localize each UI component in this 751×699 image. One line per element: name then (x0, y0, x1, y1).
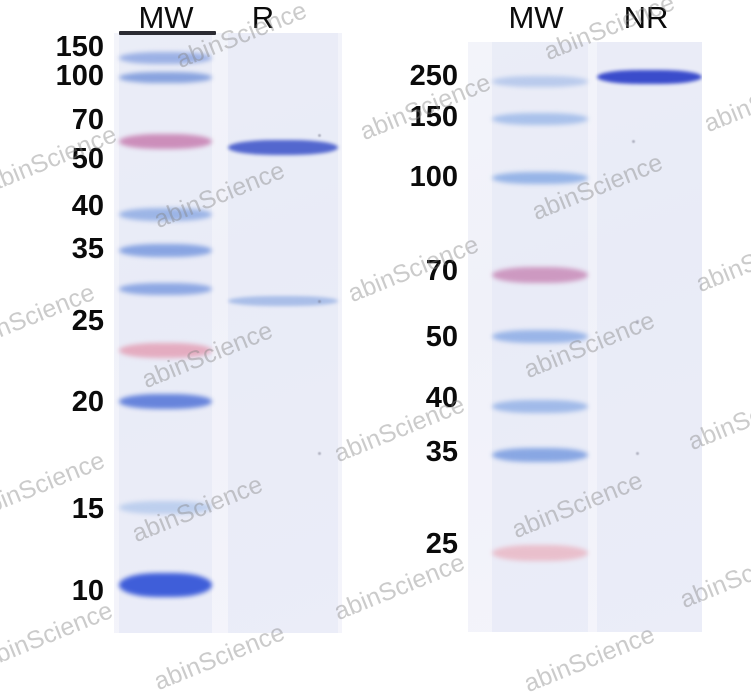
mw-label-100: 100 (55, 60, 104, 92)
mw-label-100: 100 (409, 161, 458, 193)
lane-shade-nr (597, 42, 702, 632)
mw-label-40: 40 (425, 382, 458, 414)
mw-label-20: 20 (71, 386, 104, 418)
mw-label-70: 70 (71, 104, 104, 136)
ladder-band-70kda (492, 267, 588, 283)
ladder-band-35kda (119, 283, 212, 295)
gel-speck (636, 320, 639, 323)
ladder-band-50kda (119, 208, 212, 221)
ladder-band-250kda (492, 76, 588, 87)
mw-label-250: 250 (409, 60, 458, 92)
lane-header-mw: MW (138, 0, 194, 35)
gel-speck (632, 140, 635, 143)
ladder-band-40kda (492, 400, 588, 413)
gel-speck (318, 134, 321, 137)
sample-well-line (119, 31, 216, 35)
mw-label-35: 35 (71, 233, 104, 265)
mw-label-50: 50 (425, 321, 458, 353)
lane-header-mw: MW (508, 0, 564, 35)
mw-label-35: 35 (425, 436, 458, 468)
ladder-band-150kda (492, 113, 588, 125)
sample-band-light-chain (228, 296, 338, 306)
mw-label-15: 15 (71, 493, 104, 525)
mw-label-40: 40 (71, 190, 104, 222)
watermark-text: abinScience (700, 60, 751, 138)
lane-shade-mw (119, 33, 212, 633)
ladder-band-25kda (492, 545, 588, 561)
ladder-band-35kda (492, 448, 588, 462)
ladder-band-100kda (119, 72, 212, 83)
gel-speck (318, 300, 321, 303)
ladder-band-20kda (119, 394, 212, 409)
mw-label-50: 50 (71, 143, 104, 175)
mw-label-10: 10 (71, 575, 104, 607)
ladder-band-10kda (119, 573, 212, 597)
watermark-text: abinScience (0, 596, 117, 674)
sample-band-intact-igg (597, 70, 702, 84)
ladder-band-100kda (492, 172, 588, 184)
ladder-band-15kda (119, 501, 212, 514)
mw-label-150: 150 (409, 101, 458, 133)
mw-label-25: 25 (71, 305, 104, 337)
gel-surface (114, 33, 342, 633)
ladder-band-50kda (492, 330, 588, 343)
reduced-gel (114, 33, 342, 633)
mw-label-25: 25 (425, 528, 458, 560)
gel-surface (468, 42, 702, 632)
sample-band-heavy-chain (228, 140, 338, 155)
lane-header-nr: NR (623, 0, 669, 35)
non-reduced-gel (468, 42, 702, 632)
ladder-band-70kda (119, 134, 212, 149)
ladder-band-25kda (119, 343, 212, 358)
gel-speck (636, 452, 639, 455)
mw-label-70: 70 (425, 255, 458, 287)
mw-label-150: 150 (55, 31, 104, 63)
lane-header-r: R (251, 0, 275, 35)
ladder-band-150kda (119, 52, 212, 64)
ladder-band-40kda (119, 244, 212, 257)
gel-speck (318, 452, 321, 455)
lane-shade-r (228, 33, 338, 633)
